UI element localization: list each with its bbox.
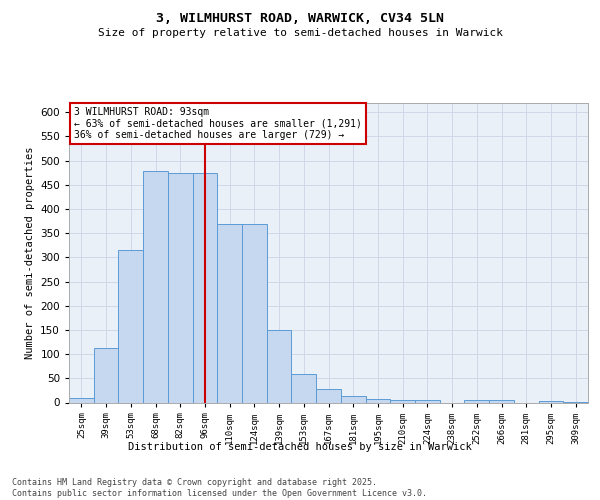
- Text: 3 WILMHURST ROAD: 93sqm
← 63% of semi-detached houses are smaller (1,291)
36% of: 3 WILMHURST ROAD: 93sqm ← 63% of semi-de…: [74, 107, 362, 140]
- Bar: [242, 224, 267, 402]
- Bar: [390, 400, 415, 402]
- Bar: [489, 400, 514, 402]
- Bar: [365, 398, 390, 402]
- Y-axis label: Number of semi-detached properties: Number of semi-detached properties: [25, 146, 35, 359]
- Bar: [341, 396, 365, 402]
- Bar: [415, 400, 440, 402]
- Text: 3, WILMHURST ROAD, WARWICK, CV34 5LN: 3, WILMHURST ROAD, WARWICK, CV34 5LN: [156, 12, 444, 26]
- Bar: [193, 172, 217, 402]
- Bar: [217, 224, 242, 402]
- Bar: [118, 250, 143, 402]
- Bar: [94, 348, 118, 403]
- Text: Size of property relative to semi-detached houses in Warwick: Size of property relative to semi-detach…: [97, 28, 503, 38]
- Bar: [292, 374, 316, 402]
- Text: Distribution of semi-detached houses by size in Warwick: Distribution of semi-detached houses by …: [128, 442, 472, 452]
- Bar: [69, 398, 94, 402]
- Text: Contains HM Land Registry data © Crown copyright and database right 2025.
Contai: Contains HM Land Registry data © Crown c…: [12, 478, 427, 498]
- Bar: [168, 172, 193, 402]
- Bar: [316, 389, 341, 402]
- Bar: [267, 330, 292, 402]
- Bar: [464, 400, 489, 402]
- Bar: [143, 171, 168, 402]
- Bar: [539, 401, 563, 402]
